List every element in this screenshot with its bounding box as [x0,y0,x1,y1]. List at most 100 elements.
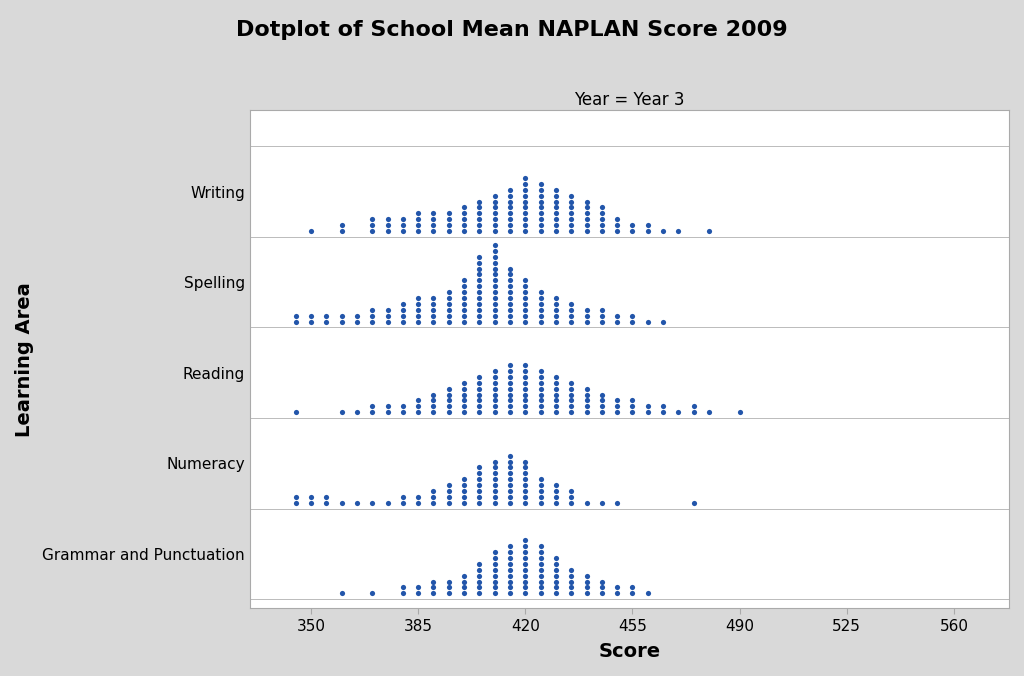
Point [594,407,610,418]
Point [548,304,564,315]
Point [440,220,457,231]
Point [700,226,717,237]
Point [318,498,335,508]
Point [594,214,610,224]
Point [425,316,441,327]
Point [440,582,457,593]
Point [670,226,686,237]
Point [502,491,518,502]
Point [517,196,534,207]
Point [502,287,518,297]
Point [471,564,487,575]
Point [365,214,381,224]
Point [502,185,518,195]
Point [548,214,564,224]
Point [456,491,472,502]
Point [394,310,411,321]
Point [517,377,534,388]
Point [471,251,487,262]
Point [379,304,395,315]
Point [410,582,426,593]
Point [456,310,472,321]
Point [548,571,564,581]
Point [394,226,411,237]
Point [609,407,626,418]
Point [456,293,472,304]
Point [471,293,487,304]
Point [394,491,411,502]
Point [456,407,472,418]
Point [594,316,610,327]
Point [410,226,426,237]
Point [502,269,518,280]
Point [563,214,580,224]
Point [548,401,564,412]
Point [440,299,457,310]
Point [486,293,503,304]
Point [532,185,549,195]
Point [471,498,487,508]
Point [594,401,610,412]
Point [303,498,319,508]
Point [594,582,610,593]
Point [456,480,472,491]
Point [456,299,472,310]
Point [517,389,534,400]
Point [640,316,656,327]
Point [563,299,580,310]
Point [609,316,626,327]
Point [731,407,748,418]
Point [563,226,580,237]
Point [609,220,626,231]
Point [532,310,549,321]
Point [502,202,518,213]
Point [425,310,441,321]
Point [425,304,441,315]
Point [517,456,534,467]
Point [609,498,626,508]
Point [471,202,487,213]
Point [471,214,487,224]
Point [349,310,366,321]
Point [486,474,503,485]
Point [486,226,503,237]
Point [486,310,503,321]
Point [318,491,335,502]
Point [486,401,503,412]
Point [532,178,549,189]
Point [655,226,672,237]
Point [517,480,534,491]
Point [502,468,518,479]
Point [486,582,503,593]
Point [425,299,441,310]
Point [486,371,503,382]
Point [425,582,441,593]
Point [394,316,411,327]
Point [379,226,395,237]
Point [502,582,518,593]
Point [288,491,304,502]
Point [502,281,518,291]
Point [609,214,626,224]
Point [486,407,503,418]
Point [486,202,503,213]
Point [609,588,626,599]
Point [425,485,441,496]
Point [548,377,564,388]
Point [471,582,487,593]
Point [471,576,487,587]
Point [563,401,580,412]
Point [471,474,487,485]
Point [502,299,518,310]
Point [456,383,472,394]
Point [502,226,518,237]
Point [563,491,580,502]
Point [486,269,503,280]
Y-axis label: Learning Area: Learning Area [15,282,34,437]
Point [288,498,304,508]
Point [502,389,518,400]
Point [410,316,426,327]
Point [563,208,580,219]
Point [532,220,549,231]
Point [563,588,580,599]
